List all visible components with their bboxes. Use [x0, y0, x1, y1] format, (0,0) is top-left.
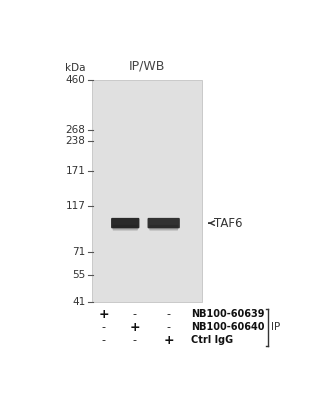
FancyBboxPatch shape [149, 225, 178, 230]
FancyBboxPatch shape [111, 218, 140, 228]
Text: 171: 171 [66, 166, 86, 176]
Text: 117: 117 [66, 201, 86, 211]
Text: 268: 268 [66, 125, 86, 135]
FancyBboxPatch shape [148, 218, 180, 228]
Text: -: - [102, 335, 106, 345]
Text: +: + [130, 321, 140, 334]
Text: 55: 55 [72, 270, 86, 280]
FancyBboxPatch shape [113, 225, 138, 230]
Text: +: + [163, 334, 174, 347]
Text: TAF6: TAF6 [214, 217, 243, 230]
Text: Ctrl IgG: Ctrl IgG [191, 335, 233, 345]
Text: -: - [166, 310, 170, 320]
Text: kDa: kDa [65, 63, 86, 73]
Text: +: + [98, 308, 109, 321]
Text: NB100-60639: NB100-60639 [191, 310, 265, 320]
FancyBboxPatch shape [92, 80, 202, 302]
Text: 71: 71 [72, 247, 86, 257]
Text: IP: IP [271, 322, 280, 332]
Text: -: - [166, 322, 170, 332]
Text: 41: 41 [72, 297, 86, 307]
Text: -: - [133, 335, 137, 345]
Text: IP/WB: IP/WB [129, 60, 165, 73]
Text: NB100-60640: NB100-60640 [191, 322, 265, 332]
Text: -: - [102, 322, 106, 332]
Text: 238: 238 [66, 136, 86, 146]
Text: 460: 460 [66, 75, 86, 85]
Text: -: - [133, 310, 137, 320]
